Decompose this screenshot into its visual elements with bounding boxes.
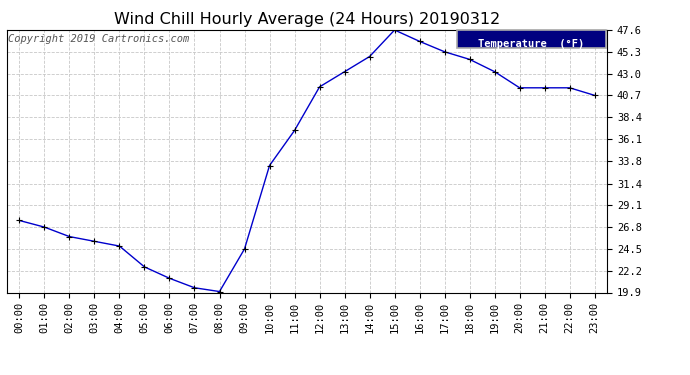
FancyBboxPatch shape: [457, 30, 606, 48]
Text: Temperature  (°F): Temperature (°F): [478, 39, 584, 49]
Title: Wind Chill Hourly Average (24 Hours) 20190312: Wind Chill Hourly Average (24 Hours) 201…: [114, 12, 500, 27]
Text: Copyright 2019 Cartronics.com: Copyright 2019 Cartronics.com: [8, 34, 189, 44]
